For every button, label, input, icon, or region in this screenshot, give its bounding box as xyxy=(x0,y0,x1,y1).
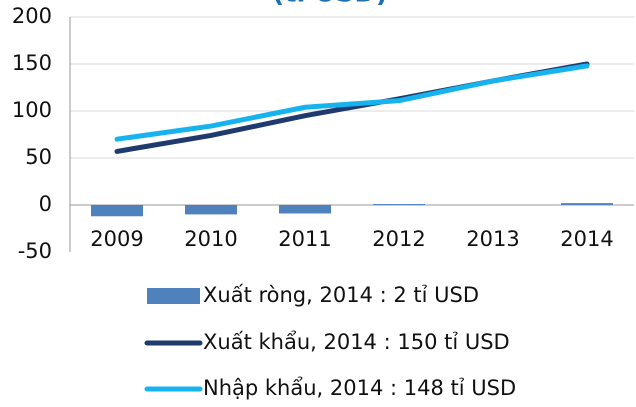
y-tick-label: 100 xyxy=(12,98,52,122)
y-tick-label: 50 xyxy=(25,145,52,169)
bar xyxy=(561,203,613,205)
bar xyxy=(91,205,143,217)
y-tick-label: 150 xyxy=(12,51,52,75)
legend-label: Nhập khẩu, 2014 : 148 tỉ USD xyxy=(203,376,516,400)
bar xyxy=(373,204,425,205)
y-tick-label: 0 xyxy=(39,192,52,216)
legend-label: Xuất ròng, 2014 : 2 tỉ USD xyxy=(203,283,479,307)
legend-label: Xuất khẩu, 2014 : 150 tỉ USD xyxy=(203,330,510,354)
bar xyxy=(279,205,331,214)
x-tick-label: 2014 xyxy=(560,227,613,251)
x-tick-label: 2010 xyxy=(184,227,237,251)
chart-title: (tỉ USD) xyxy=(272,0,388,9)
x-tick-label: 2013 xyxy=(466,227,519,251)
x-tick-label: 2009 xyxy=(90,227,143,251)
x-tick-label: 2012 xyxy=(372,227,425,251)
y-tick-label: -50 xyxy=(18,239,52,263)
line xyxy=(114,63,590,142)
legend-swatch xyxy=(147,288,200,304)
bar xyxy=(185,205,237,215)
x-tick-label: 2011 xyxy=(278,227,331,251)
y-tick-label: 200 xyxy=(12,4,52,28)
